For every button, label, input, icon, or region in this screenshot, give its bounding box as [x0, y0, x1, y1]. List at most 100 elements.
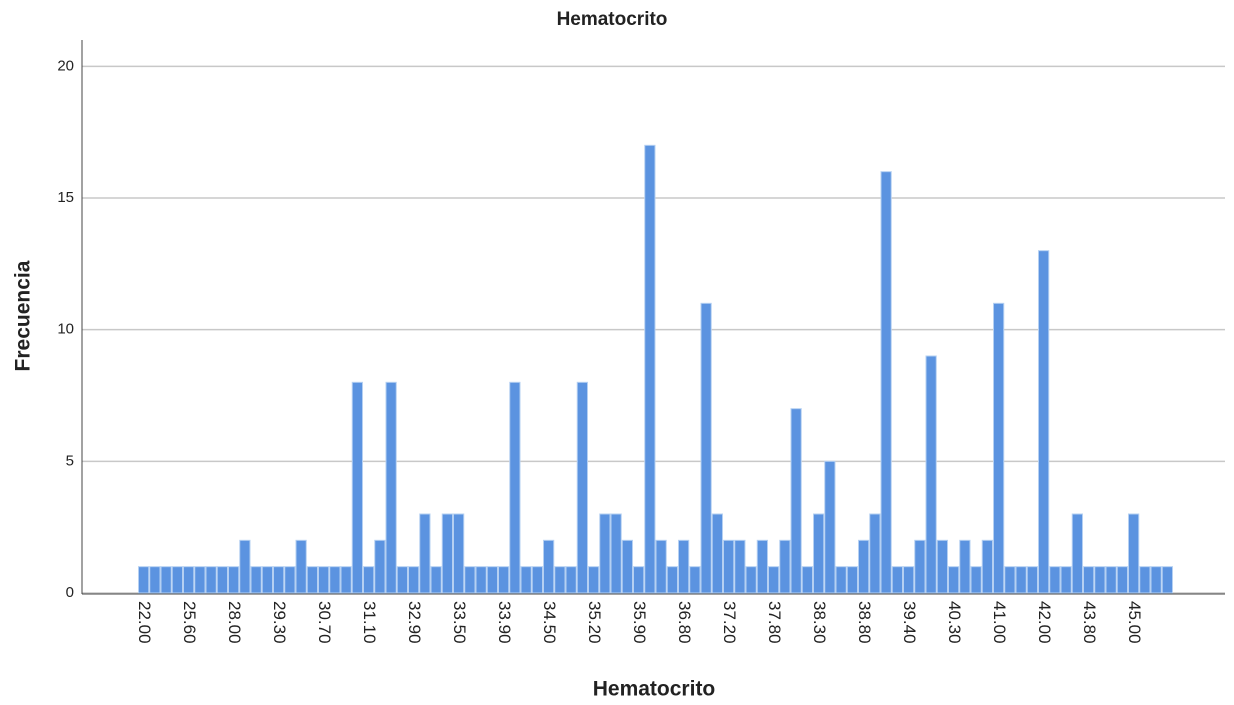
x-tick-label: 38.80: [855, 601, 874, 644]
bar: [216, 566, 228, 594]
x-tick-label: 39.40: [900, 601, 919, 644]
bar: [959, 539, 971, 594]
x-tick-label: 41.00: [990, 601, 1009, 644]
bar: [205, 566, 217, 594]
bar: [149, 566, 161, 594]
bar: [1038, 250, 1050, 594]
bars: [138, 144, 1173, 594]
y-tick-label: 5: [66, 452, 74, 469]
y-axis-title: Frecuencia: [12, 260, 35, 371]
bar: [554, 566, 566, 594]
bar: [869, 513, 881, 594]
bar: [295, 539, 307, 594]
bar: [993, 302, 1005, 594]
bar: [261, 566, 273, 594]
bar: [1094, 566, 1106, 594]
bar: [374, 539, 386, 594]
bar: [858, 539, 870, 594]
x-tick-label: 35.90: [630, 601, 649, 644]
bar: [1150, 566, 1162, 594]
bar: [981, 539, 993, 594]
bar: [419, 513, 431, 594]
bar: [250, 566, 262, 594]
bar: [273, 566, 285, 594]
y-tick-label: 15: [57, 189, 74, 206]
bar: [385, 381, 397, 594]
x-tick-label: 37.20: [720, 601, 739, 644]
bar: [588, 566, 600, 594]
bar: [801, 566, 813, 594]
y-tick-label: 10: [57, 321, 74, 338]
bar: [1060, 566, 1072, 594]
x-tick-label: 29.30: [270, 601, 289, 644]
bar: [1071, 513, 1083, 594]
bar: [228, 566, 240, 594]
bar: [678, 539, 690, 594]
bar: [284, 566, 296, 594]
x-tick-label: 35.20: [585, 601, 604, 644]
bar: [790, 408, 802, 594]
bar: [745, 566, 757, 594]
chart-title: Hematocrito: [557, 9, 668, 30]
bar: [813, 513, 825, 594]
bar: [666, 566, 678, 594]
bar: [925, 355, 937, 594]
x-tick-label: 36.80: [675, 601, 694, 644]
bar: [509, 381, 521, 594]
bar: [340, 566, 352, 594]
bar: [543, 539, 555, 594]
bar: [408, 566, 420, 594]
bar: [318, 566, 330, 594]
bar: [621, 539, 633, 594]
bar: [610, 513, 622, 594]
x-tick-label: 43.80: [1080, 601, 1099, 644]
x-tick-label: 31.10: [360, 601, 379, 644]
x-tick-label: 34.50: [540, 601, 559, 644]
bar: [824, 460, 836, 594]
bar: [464, 566, 476, 594]
bar: [171, 566, 183, 594]
bar: [430, 566, 442, 594]
x-tick-label: 30.70: [315, 601, 334, 644]
x-tick-label: 33.90: [495, 601, 514, 644]
bar: [779, 539, 791, 594]
bar: [475, 566, 487, 594]
bar: [700, 302, 712, 594]
bar: [1139, 566, 1151, 594]
bar: [351, 381, 363, 594]
y-tick-label: 20: [57, 57, 74, 74]
bar: [723, 539, 735, 594]
x-tick-label: 22.00: [135, 601, 154, 644]
bar: [903, 566, 915, 594]
bar: [970, 566, 982, 594]
bar: [655, 539, 667, 594]
bar: [138, 566, 150, 594]
bar: [633, 566, 645, 594]
bar: [599, 513, 611, 594]
bar: [441, 513, 453, 594]
bar: [1083, 566, 1095, 594]
bar: [453, 513, 465, 594]
bar: [363, 566, 375, 594]
bar: [1105, 566, 1117, 594]
bar: [1161, 566, 1173, 594]
bar: [891, 566, 903, 594]
bar: [1128, 513, 1140, 594]
bar: [1026, 566, 1038, 594]
x-tick-label: 33.50: [450, 601, 469, 644]
bar: [306, 566, 318, 594]
bar: [768, 566, 780, 594]
bar: [689, 566, 701, 594]
bar: [183, 566, 195, 594]
bar: [329, 566, 341, 594]
bar: [644, 144, 656, 594]
bar: [531, 566, 543, 594]
x-tick-label: 32.90: [405, 601, 424, 644]
bar: [734, 539, 746, 594]
bar: [1116, 566, 1128, 594]
bar: [486, 566, 498, 594]
x-tick-label: 37.80: [765, 601, 784, 644]
bar: [846, 566, 858, 594]
bar: [239, 539, 251, 594]
